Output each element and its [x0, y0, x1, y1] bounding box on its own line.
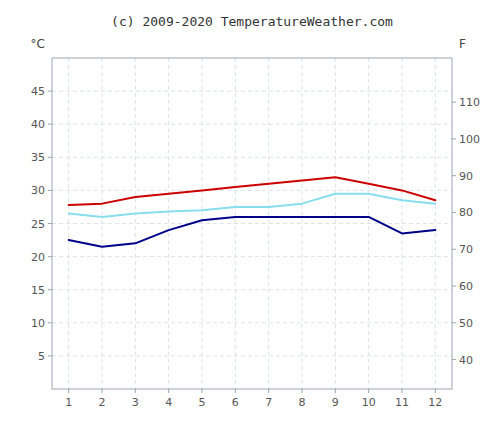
y2-tick: [452, 212, 456, 213]
y-tick-label: 35: [31, 151, 45, 164]
grid-line: [52, 256, 452, 257]
lines: [69, 177, 436, 247]
grid-line: [368, 58, 369, 389]
x-tick-label: 7: [265, 396, 272, 409]
x-tick: [168, 389, 169, 393]
grid-line: [435, 58, 436, 389]
grid-line: [135, 58, 136, 389]
grid-line: [52, 322, 452, 323]
y-tick-label: 45: [31, 85, 45, 98]
y2-tick-label: 40: [459, 354, 473, 367]
grid-line: [268, 58, 269, 389]
series-line: [69, 177, 436, 205]
grid-line: [168, 58, 169, 389]
y-tick-label: 25: [31, 218, 45, 231]
series-line: [69, 194, 436, 217]
y2-tick: [452, 359, 456, 360]
grid-line: [52, 157, 452, 158]
y-tick: [48, 322, 52, 323]
y2-tick: [452, 138, 456, 139]
chart-title: (c) 2009-2020 TemperatureWeather.com: [111, 14, 393, 29]
x-tick: [268, 389, 269, 393]
y-tick: [48, 223, 52, 224]
y-tick: [48, 91, 52, 92]
x-tick-label: 1: [65, 396, 72, 409]
x-tick-label: 11: [395, 396, 409, 409]
grid-line: [202, 58, 203, 389]
grid-line: [52, 355, 452, 356]
y-tick-label: 40: [31, 118, 45, 131]
grid-line: [52, 124, 452, 125]
x-tick-label: 3: [132, 396, 139, 409]
y-tick: [48, 256, 52, 257]
y2-tick-label: 110: [459, 96, 480, 109]
y-axis-label: °C: [31, 37, 45, 51]
x-tick-label: 5: [199, 396, 206, 409]
x-tick: [235, 389, 236, 393]
x-tick-label: 2: [99, 396, 106, 409]
x-tick-label: 6: [232, 396, 239, 409]
grid-line: [335, 58, 336, 389]
y2-tick-label: 100: [459, 133, 480, 146]
x-tick: [68, 389, 69, 393]
x-tick: [102, 389, 103, 393]
grid-line: [52, 91, 452, 92]
x-tick: [202, 389, 203, 393]
y-tick-label: 20: [31, 251, 45, 264]
grid-line: [102, 58, 103, 389]
y2-tick: [452, 102, 456, 103]
y-tick-label: 10: [31, 317, 45, 330]
grid: [52, 58, 452, 389]
x-tick: [368, 389, 369, 393]
grid-line: [68, 58, 69, 389]
grid-line: [402, 58, 403, 389]
x-tick-label: 9: [332, 396, 339, 409]
y-tick: [48, 124, 52, 125]
series-line: [69, 217, 436, 247]
grid-line: [235, 58, 236, 389]
y2-tick-label: 60: [459, 280, 473, 293]
y-tick: [48, 289, 52, 290]
y2-tick-label: 50: [459, 317, 473, 330]
axes: 1234567891011125101520253035404540506070…: [31, 85, 480, 409]
x-tick-label: 10: [362, 396, 376, 409]
y2-axis-label: F: [459, 37, 466, 51]
y-tick: [48, 190, 52, 191]
y2-tick: [452, 322, 456, 323]
x-tick: [435, 389, 436, 393]
grid-line: [52, 223, 452, 224]
y2-tick: [452, 249, 456, 250]
x-tick-label: 12: [428, 396, 442, 409]
y2-tick-label: 70: [459, 243, 473, 256]
plot-frame: [52, 58, 452, 389]
x-tick-label: 8: [299, 396, 306, 409]
y2-tick-label: 80: [459, 206, 473, 219]
y2-tick: [452, 286, 456, 287]
grid-line: [302, 58, 303, 389]
chart: 1234567891011125101520253035404540506070…: [0, 0, 504, 425]
x-tick: [302, 389, 303, 393]
y-tick-label: 15: [31, 284, 45, 297]
x-tick: [135, 389, 136, 393]
y-tick: [48, 355, 52, 356]
y-tick: [48, 157, 52, 158]
y-tick-label: 5: [38, 350, 45, 363]
x-tick-label: 4: [165, 396, 172, 409]
x-tick: [402, 389, 403, 393]
y2-tick: [452, 175, 456, 176]
x-tick: [335, 389, 336, 393]
grid-line: [52, 190, 452, 191]
grid-line: [52, 289, 452, 290]
y2-tick-label: 90: [459, 170, 473, 183]
y-tick-label: 30: [31, 184, 45, 197]
